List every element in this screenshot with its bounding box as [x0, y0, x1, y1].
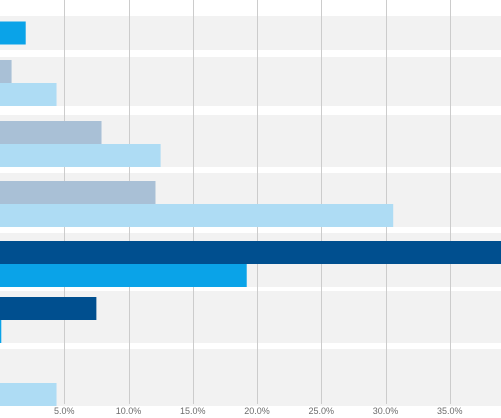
- group-band-7: [0, 349, 501, 406]
- bar-g2-2: [0, 83, 57, 106]
- bar-g2-1: [0, 60, 12, 83]
- x-tick-label-4: 20.0%: [244, 406, 270, 416]
- x-tick-label-7: 35.0%: [437, 406, 463, 416]
- bars: [0, 21, 501, 406]
- bar-g4-2: [0, 204, 394, 227]
- group-band-1: [0, 16, 501, 50]
- x-tick-label-1: 5.0%: [54, 406, 75, 416]
- x-tick-label-6: 30.0%: [373, 406, 399, 416]
- group-band-2: [0, 57, 501, 106]
- bar-g3-2: [0, 144, 161, 167]
- bar-g5-1: [0, 241, 501, 264]
- bar-g5-2: [0, 264, 247, 287]
- x-tick-label-2: 10.0%: [116, 406, 142, 416]
- bar-g3-1: [0, 121, 102, 144]
- x-tick-label-5: 25.0%: [308, 406, 334, 416]
- bar-g6-1: [0, 297, 97, 320]
- bar-g7-2: [0, 383, 57, 406]
- bar-g1-1: [0, 21, 26, 45]
- x-axis-ticks: 5.0%10.0%15.0%20.0%25.0%30.0%35.0%40.0%: [54, 406, 463, 416]
- bar-g6-2: [0, 320, 2, 343]
- bar-g4-1: [0, 181, 156, 204]
- x-tick-label-3: 15.0%: [180, 406, 206, 416]
